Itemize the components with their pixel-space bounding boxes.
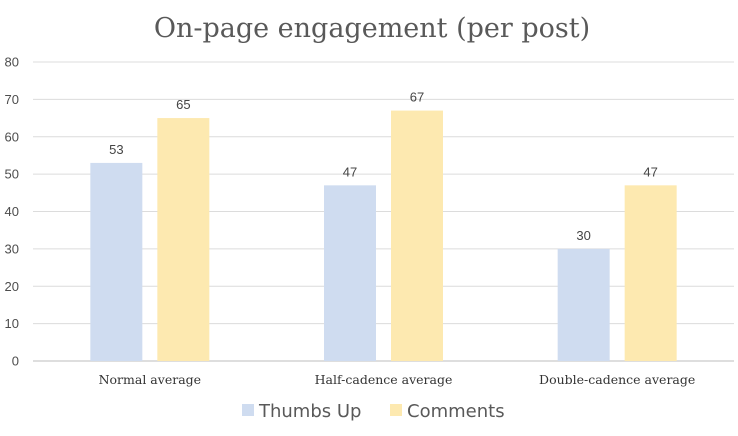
data-labels: 53 65 47 67 30 47 <box>109 90 658 243</box>
legend-swatch-comments <box>390 404 402 416</box>
y-tick-label-30: 30 <box>5 241 19 256</box>
y-tick-label-10: 10 <box>5 316 19 331</box>
data-label-comments-0: 65 <box>176 97 190 112</box>
data-label-comments-1: 67 <box>410 90 424 105</box>
legend-label-thumbs-up: Thumbs Up <box>258 401 361 422</box>
bars <box>90 110 677 362</box>
x-axis-categories: Normal average Half-cadence average Double… <box>99 372 696 387</box>
y-tick-label-60: 60 <box>5 129 19 144</box>
x-category-label-1: Half-cadence average <box>315 372 453 387</box>
y-tick-label-70: 70 <box>5 92 19 107</box>
bar-thumbs-up-2 <box>557 248 610 361</box>
bar-comments-0 <box>157 118 210 361</box>
data-label-thumbs-up-1: 47 <box>343 164 357 179</box>
bar-thumbs-up-0 <box>90 162 143 361</box>
gridlines <box>33 61 734 362</box>
legend: Thumbs Up Comments <box>242 401 505 422</box>
x-category-label-0: Normal average <box>99 372 201 387</box>
bar-comments-2 <box>624 185 677 361</box>
x-category-label-2: Double-cadence average <box>539 372 695 387</box>
y-tick-label-40: 40 <box>5 204 19 219</box>
legend-label-comments: Comments <box>407 401 505 422</box>
legend-swatch-thumbs-up <box>242 404 254 416</box>
y-tick-label-80: 80 <box>5 55 19 70</box>
data-label-thumbs-up-0: 53 <box>109 142 123 157</box>
data-label-thumbs-up-2: 30 <box>576 228 590 243</box>
y-axis-ticks: 0 10 20 30 40 50 60 70 80 <box>5 55 19 369</box>
y-tick-label-0: 0 <box>12 354 19 369</box>
bar-thumbs-up-1 <box>324 185 376 361</box>
y-tick-label-50: 50 <box>5 167 19 182</box>
y-tick-label-20: 20 <box>5 279 19 294</box>
chart-title: On-page engagement (per post) <box>154 13 590 44</box>
bar-comments-1 <box>391 110 443 362</box>
data-label-comments-2: 47 <box>643 164 657 179</box>
